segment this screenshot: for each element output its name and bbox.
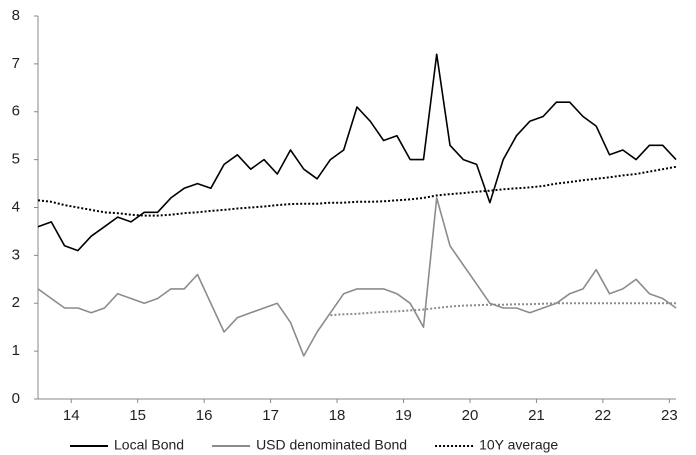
y-tick-label: 5 — [12, 151, 20, 168]
y-tick-label: 7 — [12, 55, 20, 72]
x-tick-label: 19 — [395, 407, 412, 424]
x-tick-label: 20 — [462, 407, 479, 424]
y-tick-label: 6 — [12, 103, 20, 120]
x-tick-label: 17 — [262, 407, 279, 424]
x-tick-label: 22 — [595, 407, 612, 424]
series-line — [330, 302, 676, 317]
y-tick-label: 3 — [12, 246, 20, 263]
series-line — [37, 53, 677, 252]
x-tick-label: 16 — [196, 407, 213, 424]
x-tick-label: 14 — [63, 407, 80, 424]
legend-label: Local Bond — [114, 437, 184, 453]
series-line — [37, 197, 677, 357]
y-tick-label: 8 — [12, 7, 20, 24]
series-line — [37, 165, 677, 217]
legend-label: USD denominated Bond — [256, 437, 407, 453]
x-tick-label: 18 — [329, 407, 346, 424]
y-tick-label: 0 — [12, 390, 20, 407]
y-tick-label: 4 — [12, 198, 20, 215]
y-tick-label: 2 — [12, 294, 20, 311]
y-tick-label: 1 — [12, 342, 20, 359]
x-tick-label: 23 — [661, 407, 678, 424]
x-tick-label: 15 — [129, 407, 146, 424]
legend-label: 10Y average — [479, 437, 558, 453]
x-tick-label: 21 — [528, 407, 545, 424]
